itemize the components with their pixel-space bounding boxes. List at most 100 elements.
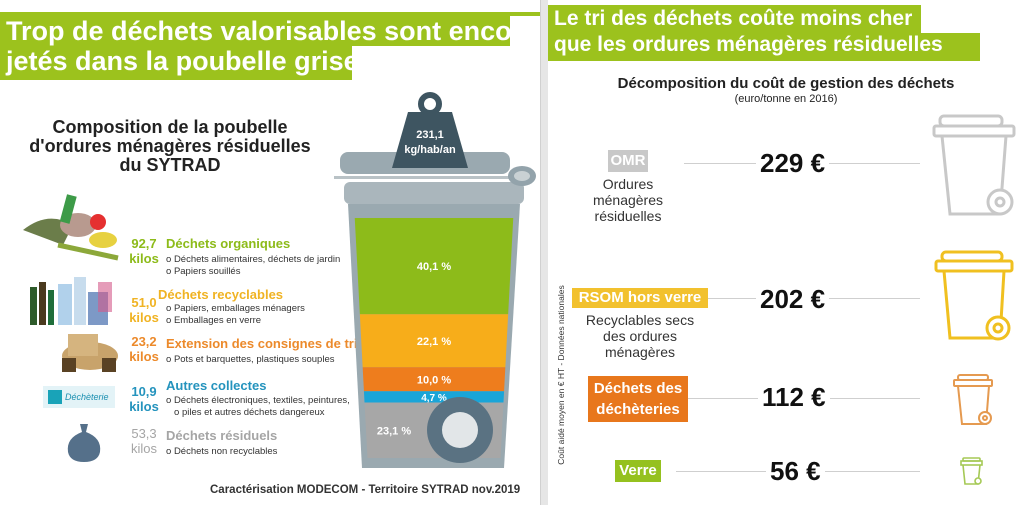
green-bin-icon bbox=[960, 457, 983, 485]
category-amount: 53,3 kilos bbox=[126, 426, 162, 456]
cost-value: 202 € bbox=[756, 284, 830, 315]
category-item: Pots et barquettes, plastiques souples bbox=[166, 354, 335, 366]
organic-waste-icon bbox=[23, 194, 119, 261]
category-amount: 51,0 kilos bbox=[126, 295, 162, 325]
cost-value: 229 € bbox=[756, 148, 830, 179]
banner-line-1: Le tri des déchets coûte moins cher bbox=[548, 5, 921, 35]
title-line-1: Composition de la poubelle bbox=[52, 117, 288, 137]
bin-segment-3 bbox=[362, 367, 506, 392]
orange-bin-icon bbox=[953, 374, 993, 425]
category-amount: 10,9 kilos bbox=[126, 384, 162, 414]
amount-unit: kilos bbox=[129, 399, 159, 414]
bin-lid-edge bbox=[334, 176, 534, 179]
weight-value: 231,1 bbox=[416, 129, 444, 141]
tag-line: Déchets des bbox=[593, 380, 683, 397]
category-items: Pots et barquettes, plastiques souples bbox=[166, 354, 335, 366]
banner-line-2: que les ordures ménagères résiduelles bbox=[548, 33, 980, 61]
cost-tag: Déchets des déchèteries bbox=[588, 376, 688, 422]
cost-description: Ordures ménagères résiduelles bbox=[588, 176, 668, 224]
cost-row-dechetteries: Déchets des déchèteries 112 € bbox=[548, 376, 1024, 422]
category-items: Déchets électroniques, textiles, peintur… bbox=[166, 395, 350, 419]
category-item: piles et autres déchets dangereux bbox=[166, 407, 350, 419]
cost-tag: RSOM hors verre bbox=[572, 288, 708, 308]
category-items: Déchets alimentaires, déchets de jardin … bbox=[166, 254, 340, 278]
dechetterie-logo-mark bbox=[48, 390, 62, 404]
bin-handle-hole bbox=[514, 171, 530, 181]
category-organic: 92,7 kilos Déchets organiques Déchets al… bbox=[0, 236, 380, 278]
dechetterie-logo-text: Déchèterie bbox=[65, 392, 109, 402]
description-line: ménagères bbox=[604, 344, 676, 360]
packaging-icon bbox=[62, 334, 118, 372]
amount-unit: kilos bbox=[129, 349, 159, 364]
bin-segment-2 bbox=[359, 314, 509, 368]
grey-bin-icon bbox=[932, 114, 1016, 216]
bin-segment-label: 4,7 % bbox=[421, 393, 447, 404]
banner-line-2: jetés dans la poubelle grise bbox=[0, 46, 359, 80]
yellow-bin-icon bbox=[934, 250, 1014, 341]
description-line: ménagères bbox=[592, 192, 664, 208]
cost-description: Recyclables secs des ordures ménagères bbox=[570, 312, 710, 360]
category-residual: 53,3 kilos Déchets résiduels Déchets non… bbox=[0, 426, 380, 460]
amount-unit: kilos bbox=[130, 441, 157, 456]
category-extension: 23,2 kilos Extension des consignes de tr… bbox=[0, 334, 380, 368]
composition-panel: Trop de déchets valorisables sont encore… bbox=[0, 0, 541, 505]
cost-title: Décomposition du coût de gestion des déc… bbox=[617, 75, 955, 92]
description-line: résiduelles bbox=[594, 208, 662, 224]
cost-tag: Verre bbox=[615, 460, 661, 482]
cost-value: 112 € bbox=[758, 382, 830, 413]
category-amount: 92,7 kilos bbox=[126, 236, 162, 266]
category-item: Papiers, emballages ménagers bbox=[166, 303, 305, 315]
bin-segment-label: 22,1 % bbox=[417, 336, 451, 348]
tag-line: déchèteries bbox=[596, 401, 680, 418]
title-line-2: d'ordures ménagères résiduelles bbox=[29, 136, 311, 156]
category-recyclables: 51,0 kilos Déchets recyclables Papiers, … bbox=[0, 287, 380, 327]
amount-value: 51,0 bbox=[131, 295, 157, 310]
amount-unit: kilos bbox=[129, 310, 159, 325]
cost-tag: OMR bbox=[608, 150, 648, 172]
category-items: Papiers, emballages ménagers Emballages … bbox=[166, 303, 305, 327]
category-name: Extension des consignes de tri bbox=[166, 336, 358, 351]
amount-value: 10,9 bbox=[131, 384, 157, 399]
banner-line-1: Trop de déchets valorisables sont encore bbox=[0, 16, 537, 46]
composition-title: Composition de la poubelle d'ordures mén… bbox=[15, 118, 325, 175]
weight-unit: kg/hab/an bbox=[404, 144, 456, 156]
cost-row-verre: Verre 56 € bbox=[548, 456, 1024, 487]
amount-value: 92,7 bbox=[131, 236, 157, 251]
bin-segment-label: 40,1 % bbox=[417, 261, 451, 273]
bin-wheel-hub bbox=[442, 412, 478, 448]
bin-segment-1 bbox=[354, 218, 514, 315]
weight-icon bbox=[392, 112, 468, 168]
amount-value: 53,3 bbox=[131, 426, 157, 441]
category-name: Déchets résiduels bbox=[166, 428, 278, 443]
category-name: Déchets recyclables bbox=[158, 287, 284, 302]
category-item: Déchets non recyclables bbox=[166, 446, 278, 458]
category-item: Papiers souillés bbox=[166, 266, 340, 278]
weight-ring bbox=[418, 92, 442, 116]
bin-segment-label: 10,0 % bbox=[417, 374, 451, 386]
description-line: Ordures bbox=[602, 176, 654, 192]
dechetterie-logo: Déchèterie bbox=[43, 386, 115, 408]
category-amount: 23,2 kilos bbox=[126, 334, 162, 364]
amount-unit: kilos bbox=[129, 251, 159, 266]
cost-row-rsom: RSOM hors verre Recyclables secs des ord… bbox=[548, 284, 1024, 368]
bin-segment-label: 23,1 % bbox=[377, 425, 411, 437]
category-item: Déchets électroniques, textiles, peintur… bbox=[166, 395, 350, 407]
waste-bin-chart: 40,1 % 22,1 % 10,0 % 4,7 % 23,1 % 231,1 kg/h… bbox=[334, 92, 536, 468]
cost-value: 56 € bbox=[766, 456, 825, 487]
category-item: Déchets alimentaires, déchets de jardin bbox=[166, 254, 340, 266]
source-note: Caractérisation MODECOM - Territoire SYT… bbox=[210, 484, 521, 496]
cost-row-omr: OMR Ordures ménagères résiduelles 229 € bbox=[548, 148, 1024, 240]
description-line: des ordures bbox=[603, 328, 677, 344]
cost-subtitle: (euro/tonne en 2016) bbox=[734, 93, 838, 105]
trash-bag-icon bbox=[67, 424, 101, 462]
description-line: Recyclables secs bbox=[585, 312, 695, 328]
category-name: Déchets organiques bbox=[166, 236, 291, 251]
banner-bar bbox=[0, 12, 540, 16]
category-items: Déchets non recyclables bbox=[166, 446, 278, 458]
cost-panel: Le tri des déchets coûte moins cher que … bbox=[548, 0, 1024, 505]
title-line-3: du SYTRAD bbox=[119, 155, 221, 175]
category-other-collections: 10,9 kilos Autres collectes Déchets élec… bbox=[0, 378, 380, 418]
amount-value: 23,2 bbox=[131, 334, 157, 349]
bin-rim bbox=[344, 182, 524, 204]
recyclables-icon bbox=[30, 277, 112, 325]
